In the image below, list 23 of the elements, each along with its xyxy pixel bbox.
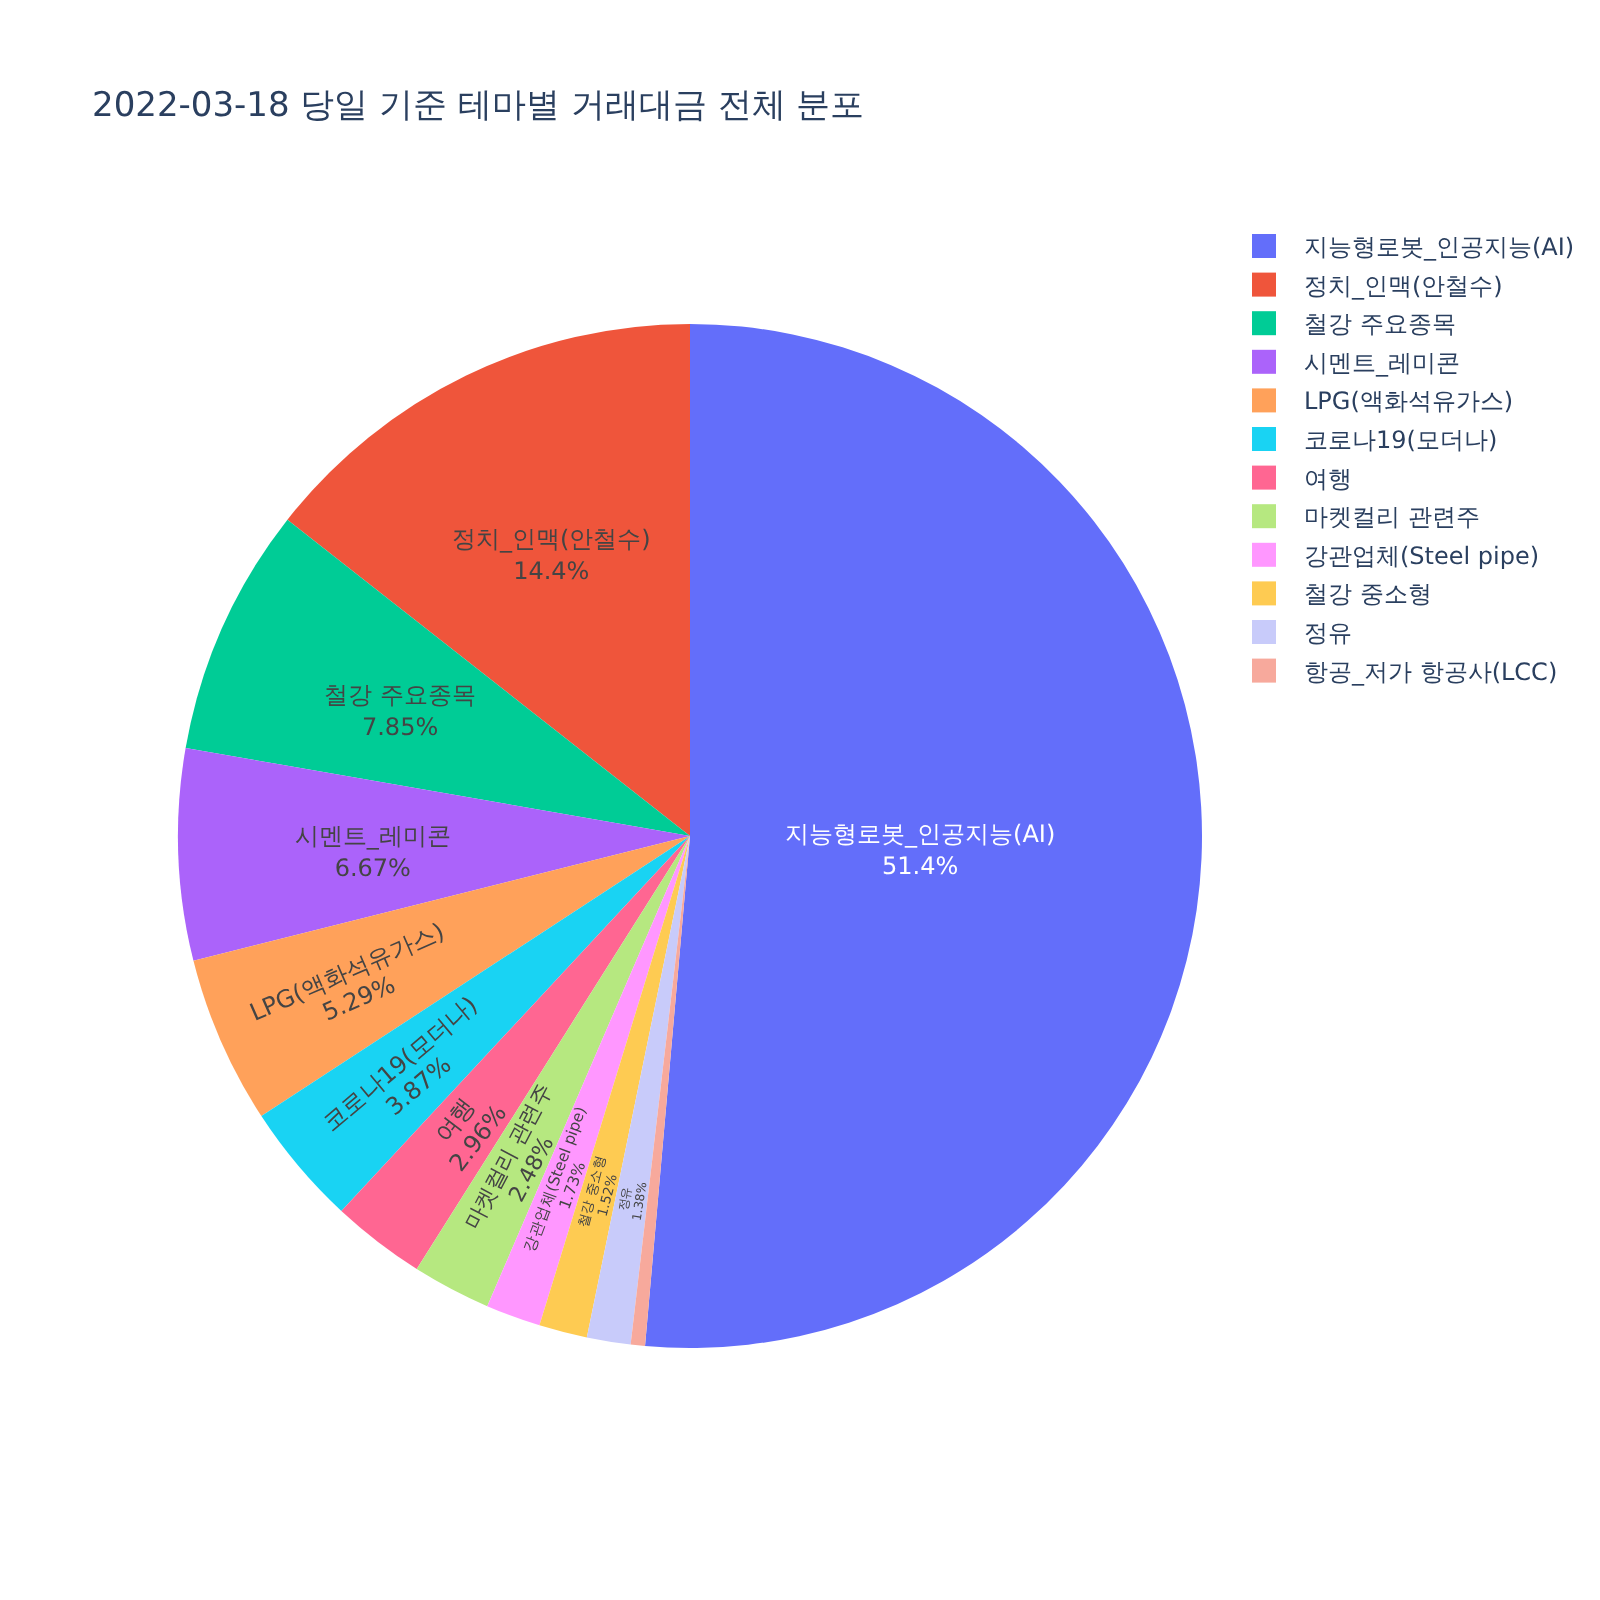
data-label: 51.4% bbox=[882, 852, 959, 881]
slice-label: 지능형로봇_인공지능(AI) bbox=[785, 820, 1056, 849]
legend-label: 강관업체(Steel pipe) bbox=[1304, 541, 1540, 570]
legend-label: 항공_저가 항공사(LCC) bbox=[1304, 657, 1558, 686]
slice-label: 정치_인맥(안철수) bbox=[451, 524, 651, 553]
legend-label: LPG(액화석유가스) bbox=[1304, 387, 1514, 416]
legend-label: 철강 중소형 bbox=[1304, 580, 1432, 609]
legend-label: 여행 bbox=[1304, 464, 1352, 493]
legend-label: 코로나19(모더나) bbox=[1304, 426, 1498, 454]
data-label: 14.4% bbox=[513, 556, 590, 585]
data-label: 6.67% bbox=[334, 853, 411, 882]
data-label: 7.85% bbox=[361, 712, 439, 741]
chart-title: 2022-03-18 당일 기준 테마별 거래대금 전체 분포 bbox=[92, 86, 865, 126]
slice-label: 철강 주요종목 bbox=[324, 680, 476, 709]
slice-label: 시멘트_레미콘 bbox=[294, 821, 451, 850]
legend-label: 시멘트_레미콘 bbox=[1304, 348, 1460, 377]
legend-label: 지능형로봇_인공지능(AI) bbox=[1304, 233, 1575, 261]
legend-label: 정유 bbox=[1304, 619, 1352, 647]
legend-label: 정치_인맥(안철수) bbox=[1304, 271, 1503, 300]
legend-label: 마켓컬리 관련주 bbox=[1304, 503, 1480, 532]
pie-slice bbox=[645, 324, 1202, 1348]
pie-slice bbox=[630, 836, 690, 1347]
legend-label: 철강 주요종목 bbox=[1304, 310, 1456, 339]
